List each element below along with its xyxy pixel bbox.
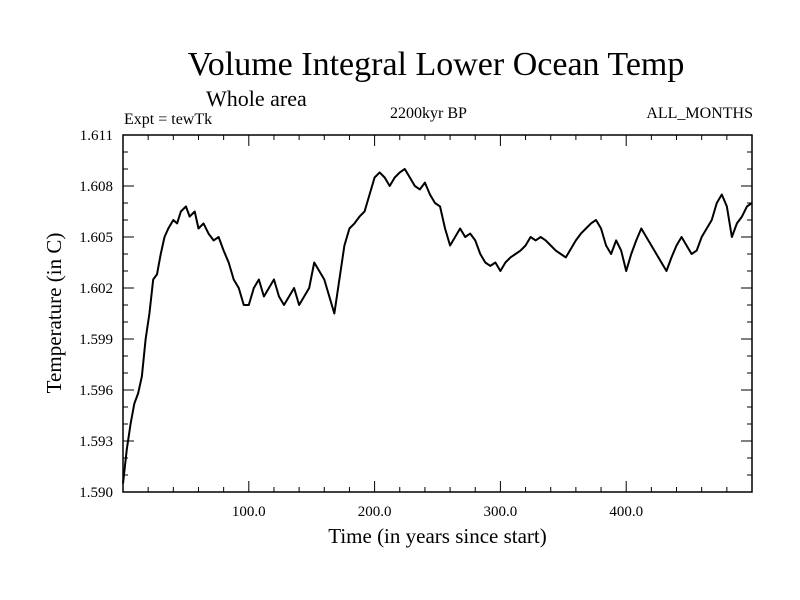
x-tick-label: 400.0 bbox=[609, 504, 643, 520]
plot-frame bbox=[122, 134, 753, 493]
y-tick-label: 1.605 bbox=[79, 230, 113, 246]
x-tick-label: 300.0 bbox=[484, 504, 518, 520]
y-tick-label: 1.602 bbox=[79, 281, 113, 297]
major-ticks bbox=[123, 134, 752, 493]
y-tick-label: 1.593 bbox=[79, 434, 113, 450]
y-tick-label: 1.599 bbox=[79, 332, 113, 348]
period-label: 2200kyr BP bbox=[390, 105, 467, 122]
chart-subtitle: Whole area bbox=[206, 86, 307, 111]
x-axis-label: Time (in years since start) bbox=[328, 524, 547, 548]
y-axis-label: Temperature (in C) bbox=[42, 233, 66, 394]
series-line bbox=[122, 168, 753, 484]
y-tick-label: 1.608 bbox=[79, 179, 113, 195]
experiment-label: Expt = tewTk bbox=[124, 111, 213, 128]
y-tick-label: 1.596 bbox=[79, 383, 113, 399]
x-tick-label: 100.0 bbox=[232, 504, 266, 520]
x-axis-tick-labels: 100.0 200.0 300.0 400.0 bbox=[232, 504, 643, 520]
months-label: ALL_MONTHS bbox=[646, 105, 753, 122]
y-tick-label: 1.611 bbox=[80, 128, 113, 144]
y-tick-label: 1.590 bbox=[79, 485, 113, 501]
x-tick-label: 200.0 bbox=[358, 504, 392, 520]
minor-ticks bbox=[123, 135, 752, 492]
chart-title: Volume Integral Lower Ocean Temp bbox=[187, 46, 685, 83]
y-axis-tick-labels: 1.590 1.593 1.596 1.599 1.602 1.605 1.608 1.611 bbox=[79, 128, 113, 501]
